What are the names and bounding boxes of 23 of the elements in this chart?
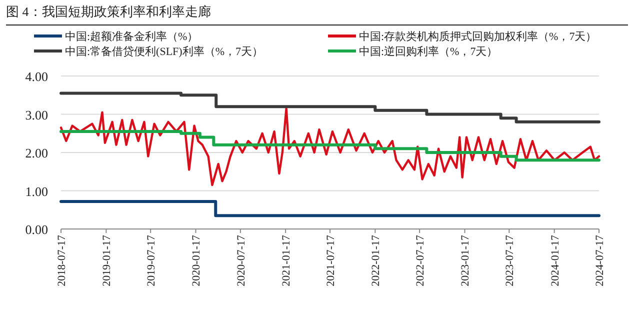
legend-label: 中国:存款类机构质押式回购加权利率（%，7天）	[359, 30, 597, 43]
x-tick-label: 2022-07-17	[414, 234, 427, 286]
x-tick-label: 2018-07-17	[56, 234, 68, 286]
x-tick-label: 2024-01-17	[549, 234, 562, 286]
x-tick-label: 2019-01-17	[101, 234, 114, 286]
y-tick-label: 2.00	[25, 146, 48, 160]
legend-label: 中国:逆回购利率（%，7天）	[359, 45, 498, 58]
y-tick-label: 0.00	[25, 222, 48, 237]
x-tick-label: 2020-01-17	[190, 234, 203, 286]
x-tick-label: 2024-07-17	[594, 234, 606, 286]
x-tick-label: 2020-07-17	[235, 234, 248, 286]
legend-label: 中国:常备借贷便利(SLF)利率（%，7天）	[65, 45, 263, 58]
x-tick-label: 2021-07-17	[325, 234, 337, 286]
legend-label: 中国:超额准备金利率（%）	[65, 30, 198, 43]
x-tick-label: 2021-01-17	[280, 234, 293, 286]
x-tick-label: 2019-07-17	[146, 234, 158, 286]
x-tick-label: 2023-01-17	[460, 234, 472, 286]
x-tick-label: 2023-07-17	[504, 234, 516, 286]
chart-title: 图 4：我国短期政策利率和利率走廊	[6, 4, 211, 19]
y-tick-label: 4.00	[25, 69, 48, 84]
y-tick-label: 3.00	[25, 107, 48, 122]
y-tick-label: 1.00	[25, 184, 48, 199]
x-tick-label: 2022-01-17	[370, 234, 382, 286]
